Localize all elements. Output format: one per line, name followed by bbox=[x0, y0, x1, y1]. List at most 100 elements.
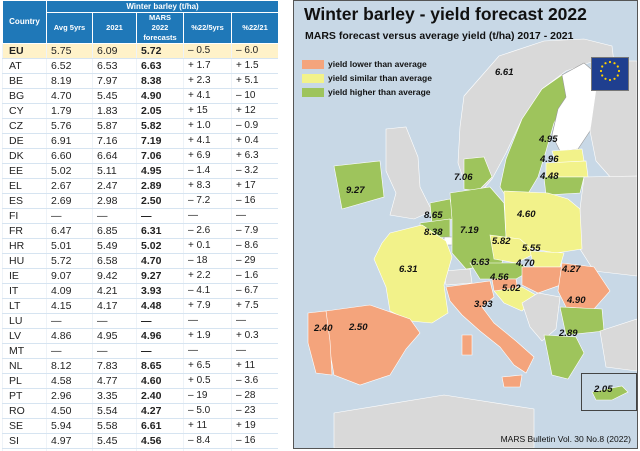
region-ie bbox=[333, 160, 385, 210]
cell-country: HU bbox=[2, 253, 47, 269]
cell-mars2022: 4.96 bbox=[136, 328, 184, 344]
col-group-header: Winter barley (t/ha) bbox=[45, 0, 278, 13]
cell-pct-5yrs: – 7.2 bbox=[183, 193, 232, 209]
cell-pct-2021: – 28 bbox=[230, 388, 278, 404]
cell-pct-2021: + 0.4 bbox=[230, 133, 278, 149]
yield-table-panel: Country Winter barley (t/ha) Avg 5yrs 20… bbox=[2, 0, 278, 451]
table-row: DE 6.91 7.16 7.19 + 4.1 + 0.4 bbox=[2, 133, 278, 149]
cell-avg5yrs: 6.52 bbox=[46, 58, 93, 74]
region-it bbox=[445, 280, 535, 374]
cell-2021: 4.21 bbox=[92, 283, 137, 299]
cell-pct-2021: — bbox=[230, 208, 278, 224]
cell-2021: 7.83 bbox=[92, 358, 137, 374]
cell-pct-2021: – 6.0 bbox=[230, 43, 278, 59]
col-header-country: Country bbox=[2, 0, 47, 44]
cell-mars2022: 8.38 bbox=[136, 73, 184, 89]
cell-avg5yrs: 8.12 bbox=[46, 358, 93, 374]
legend-swatch-lower bbox=[302, 59, 324, 69]
cell-country: FI bbox=[2, 208, 47, 224]
cell-pct-2021: – 23 bbox=[230, 403, 278, 419]
cell-pct-5yrs: – 19 bbox=[183, 388, 232, 404]
cell-pct-2021: + 17 bbox=[230, 178, 278, 194]
cell-country: RO bbox=[2, 403, 47, 419]
cell-mars2022: 6.31 bbox=[136, 223, 184, 239]
cell-country: SI bbox=[2, 433, 47, 449]
cell-country: IT bbox=[2, 283, 47, 299]
table-row: PL 4.58 4.77 4.60 + 0.5– 3.6 bbox=[2, 373, 278, 389]
cell-2021: — bbox=[92, 313, 137, 329]
cell-pct-5yrs: + 0.1 bbox=[183, 238, 232, 254]
legend-item-higher: yield higher than average bbox=[302, 85, 450, 99]
cell-2021: 4.77 bbox=[92, 373, 137, 389]
cell-2021: 5.11 bbox=[92, 163, 137, 179]
cell-pct-5yrs: + 1.7 bbox=[183, 58, 232, 74]
table-row: BE 8.19 7.97 8.38 + 2.3 + 5.1 bbox=[2, 73, 278, 89]
map-label-fr: 6.31 bbox=[399, 264, 418, 275]
cell-pct-5yrs: — bbox=[183, 208, 232, 224]
cell-pct-2021: + 12 bbox=[230, 103, 278, 119]
col-header-2021: 2021 bbox=[92, 12, 137, 44]
cell-mars2022: 6.61 bbox=[136, 418, 184, 434]
eu-flag-logo bbox=[591, 57, 629, 91]
cell-avg5yrs: 2.69 bbox=[46, 193, 93, 209]
cell-pct-5yrs: + 1.9 bbox=[183, 328, 232, 344]
table-row: ES 2.69 2.98 2.50– 7.2– 16 bbox=[2, 193, 278, 209]
legend-swatch-higher bbox=[302, 87, 324, 97]
cell-mars2022: — bbox=[136, 343, 184, 359]
cell-2021: 2.47 bbox=[92, 178, 137, 194]
yield-table: Country Winter barley (t/ha) Avg 5yrs 20… bbox=[2, 0, 278, 451]
cell-mars2022: — bbox=[136, 313, 184, 329]
legend-swatch-similar bbox=[302, 73, 324, 83]
legend-item-lower: yield lower than average bbox=[302, 57, 450, 71]
map-label-ee: 4.95 bbox=[539, 134, 558, 145]
cell-pct-5yrs: — bbox=[183, 313, 232, 329]
cell-pct-2021: — bbox=[230, 313, 278, 329]
cell-2021: 5.54 bbox=[92, 403, 137, 419]
cell-mars2022: 2.05 bbox=[136, 103, 184, 119]
col-header-mars-line3: forecasts bbox=[143, 33, 177, 42]
table-row: HR 5.01 5.49 5.02 + 0.1– 8.6 bbox=[2, 238, 278, 254]
cell-mars2022: 9.27 bbox=[136, 268, 184, 284]
cell-country: CZ bbox=[2, 118, 47, 134]
cell-pct-2021: – 8.6 bbox=[230, 238, 278, 254]
cell-country: BG bbox=[2, 88, 47, 104]
cell-avg5yrs: 4.58 bbox=[46, 373, 93, 389]
table-row: EL 2.67 2.47 2.89 + 8.3 + 17 bbox=[2, 178, 278, 194]
cell-country: NL bbox=[2, 358, 47, 374]
map-label-hu: 4.70 bbox=[516, 258, 535, 269]
cell-pct-5yrs: + 6.9 bbox=[183, 148, 232, 164]
region-ch bbox=[443, 268, 473, 286]
cell-2021: 5.45 bbox=[92, 433, 137, 449]
region-uk bbox=[385, 126, 433, 220]
cell-pct-5yrs: – 2.6 bbox=[183, 223, 232, 239]
map-label-se: 6.61 bbox=[495, 67, 514, 78]
cell-pct-5yrs: + 2.2 bbox=[183, 268, 232, 284]
cell-pct-5yrs: + 7.9 bbox=[183, 298, 232, 314]
cell-pct-5yrs: + 2.3 bbox=[183, 73, 232, 89]
cell-avg5yrs: 4.70 bbox=[46, 88, 93, 104]
cell-2021: 6.09 bbox=[92, 43, 137, 59]
cell-pct-5yrs: – 18 bbox=[183, 253, 232, 269]
cell-country: DK bbox=[2, 148, 47, 164]
cell-country: IE bbox=[2, 268, 47, 284]
cell-country: DE bbox=[2, 133, 47, 149]
cell-pct-2021: + 1.5 bbox=[230, 58, 278, 74]
cell-avg5yrs: 6.47 bbox=[46, 223, 93, 239]
cell-avg5yrs: 5.76 bbox=[46, 118, 93, 134]
table-row: CY 1.79 1.83 2.05 + 15 + 12 bbox=[2, 103, 278, 119]
region-el bbox=[543, 334, 585, 380]
table-body: EU 5.75 6.09 5.72– 0.5– 6.0 AT 6.52 6.53 6.63 + … bbox=[2, 43, 278, 451]
map-label-nl: 8.65 bbox=[424, 210, 443, 221]
table-row: PT 2.96 3.35 2.40– 19– 28 bbox=[2, 388, 278, 404]
cell-avg5yrs: 5.02 bbox=[46, 163, 93, 179]
cell-avg5yrs: — bbox=[46, 208, 93, 224]
cell-2021: 4.17 bbox=[92, 298, 137, 314]
map-label-sk: 5.55 bbox=[522, 243, 541, 254]
region-dk bbox=[463, 156, 493, 192]
cell-2021: 2.98 bbox=[92, 193, 137, 209]
cell-country: BE bbox=[2, 73, 47, 89]
cell-mars2022: 5.02 bbox=[136, 238, 184, 254]
cell-2021: — bbox=[92, 343, 137, 359]
region-pt bbox=[307, 310, 333, 376]
cell-pct-5yrs: — bbox=[183, 343, 232, 359]
